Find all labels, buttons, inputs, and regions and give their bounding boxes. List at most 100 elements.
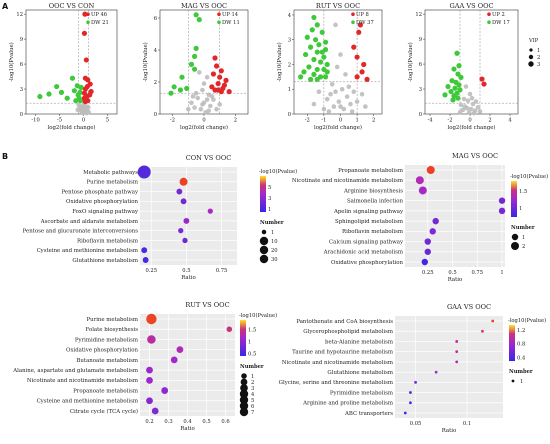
bubble xyxy=(432,217,439,225)
point-ns xyxy=(190,94,196,99)
point-ns xyxy=(475,105,481,110)
x-axis-label: Ratio xyxy=(448,277,463,283)
bubble xyxy=(424,238,431,245)
size-legend-dot xyxy=(239,395,249,405)
point-down xyxy=(317,59,324,65)
bubble xyxy=(182,237,188,244)
point-down xyxy=(311,56,317,63)
point-ns xyxy=(328,91,333,97)
category-label: Citrate cycle (TCA cycle) xyxy=(70,408,138,415)
legend-label: UP 14 xyxy=(222,12,239,18)
point-up xyxy=(226,89,232,95)
size-legend-label: 1 xyxy=(271,230,274,236)
point-ns xyxy=(339,86,345,92)
category-label: beta-Alanine metabolism xyxy=(325,339,393,345)
size-legend-dot xyxy=(240,384,248,392)
category-label: Pyrimidine metabolism xyxy=(330,390,393,396)
point-up xyxy=(83,57,89,63)
volcano-plot-3: RUT VS OOC -2 -1 0 1 2 0 1 2 3 4 log2(fold change) -… xyxy=(276,2,383,131)
size-legend-dot xyxy=(511,233,519,241)
point-up xyxy=(359,69,365,75)
size-legend-dot xyxy=(239,401,249,411)
x-tick-label: 0 xyxy=(339,118,342,124)
legend-swatch xyxy=(86,20,90,25)
size-legend-label: 10 xyxy=(271,239,278,245)
volcano-plot-1: OOC VS CON -10 -5 0 5 0 3 6 9 12 log2(fold change)… xyxy=(8,2,118,131)
point-down xyxy=(69,75,76,81)
y-axis-label: -log10(Pvalue) xyxy=(142,42,149,82)
point-down xyxy=(308,44,314,50)
point-ns xyxy=(343,72,348,77)
legend-label: UP 46 xyxy=(91,12,107,18)
category-label: FoxO signaling pathway xyxy=(72,209,139,215)
x-axis-label: Ratio xyxy=(180,426,195,432)
x-tick-label: 4 xyxy=(508,118,512,124)
legend-label: UP 8 xyxy=(356,12,369,18)
legend-swatch xyxy=(217,20,221,25)
category-label: ABC transporters xyxy=(344,411,393,417)
category-label: Oxidative phosphorylation xyxy=(331,260,403,266)
legend-label: DW 37 xyxy=(356,20,374,26)
bubble xyxy=(176,188,183,195)
bubble xyxy=(176,346,184,354)
point-ns xyxy=(338,104,343,109)
category-label: Purine metabolism xyxy=(87,180,138,186)
point-up xyxy=(479,76,485,82)
bubble xyxy=(141,247,148,254)
bubble xyxy=(418,186,427,195)
point-down xyxy=(451,66,457,72)
x-tick-label: 0.75 xyxy=(471,270,483,276)
point-down xyxy=(301,69,307,75)
point-up xyxy=(81,30,88,36)
point-down xyxy=(451,93,457,99)
legend-swatch xyxy=(487,20,491,25)
category-label: Cysteine and methionine metabolism xyxy=(37,399,138,405)
point-ns xyxy=(84,110,90,116)
category-label: Oxidative phosphorylation xyxy=(66,199,138,205)
kegg-bubble-plot-2: MAG VS OOC Propanoate metabolism Nicotinat… xyxy=(292,152,548,283)
plot-panel xyxy=(140,167,237,265)
point-down xyxy=(303,51,309,58)
point-ns xyxy=(78,104,84,109)
size-legend-title: Number xyxy=(260,220,284,226)
legend-swatch xyxy=(351,12,355,16)
bubble xyxy=(498,197,506,204)
x-tick-label: 1 xyxy=(355,118,358,124)
point-ns xyxy=(333,22,338,28)
point-ns xyxy=(466,110,472,115)
bubble xyxy=(455,350,459,354)
panel-label-a: A xyxy=(2,2,9,11)
point-ns xyxy=(354,99,360,104)
y-tick-label: 2 xyxy=(288,62,291,68)
bubble xyxy=(409,401,412,405)
point-up xyxy=(364,76,370,82)
point-up xyxy=(356,29,362,35)
category-label: Arginine and proline metabolism xyxy=(302,401,393,407)
bubble xyxy=(481,329,484,333)
y-tick-label: 4 xyxy=(288,13,292,19)
bubble xyxy=(179,177,188,186)
point-ns xyxy=(468,106,474,112)
bubble xyxy=(424,248,431,255)
y-tick-label: 12 xyxy=(16,12,23,18)
size-legend-label: 3 xyxy=(251,386,254,392)
category-label: Glycerophospholipid metabolism xyxy=(303,329,393,335)
point-ns xyxy=(329,81,335,87)
size-legend-dot xyxy=(239,407,249,417)
colorbar-tick-label: 1 xyxy=(519,206,522,212)
point-down xyxy=(449,78,455,84)
x-tick-label: 0.6 xyxy=(221,419,229,425)
point-ns xyxy=(75,107,81,113)
point-up xyxy=(361,61,367,68)
point-ns xyxy=(348,101,353,107)
category-label: Purine metabolism xyxy=(87,317,138,323)
legend-swatch xyxy=(351,20,355,25)
bubble xyxy=(142,257,149,263)
size-legend-dot xyxy=(259,254,269,264)
legend-swatch xyxy=(487,12,491,16)
point-down xyxy=(314,22,320,28)
category-label: Metabolic pathways xyxy=(83,170,138,176)
point-ns xyxy=(80,110,86,116)
category-label: Sphingolipid metabolism xyxy=(335,219,403,225)
y-tick-label: 6 xyxy=(154,16,157,22)
